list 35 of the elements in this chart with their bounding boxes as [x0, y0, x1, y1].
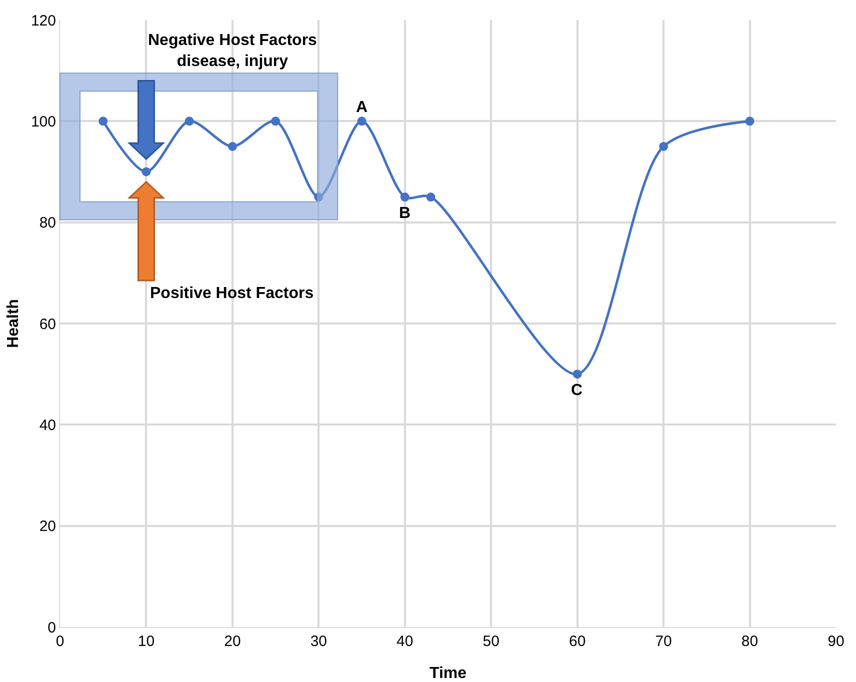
x-tick-label: 80	[741, 633, 758, 650]
annotation: A	[356, 99, 368, 116]
point	[98, 116, 108, 126]
point	[314, 192, 324, 202]
point	[357, 116, 366, 126]
annotation: Negative Host Factors disease, injury	[148, 32, 318, 70]
point	[426, 192, 436, 202]
point	[572, 370, 582, 379]
x-tick-label: 20	[224, 633, 241, 650]
y-tick-label: 20	[39, 518, 56, 536]
x-tick-label: 10	[138, 633, 155, 650]
annotation: B	[399, 205, 411, 222]
x-axis-title: Time	[429, 665, 467, 682]
x-tick-label: 40	[396, 633, 414, 650]
point	[271, 116, 280, 126]
point	[184, 116, 194, 126]
point	[659, 142, 668, 151]
x-tick-label: 30	[310, 633, 328, 650]
y-tick-label: 0	[48, 619, 56, 636]
annotation: Positive Host Factors	[150, 285, 314, 302]
y-axis-title: Health	[5, 299, 22, 348]
y-tick-label: 60	[39, 316, 56, 333]
x-tick-label: 70	[655, 633, 672, 650]
x-tick-label: 60	[568, 633, 586, 650]
y-tick-label: 80	[39, 214, 56, 232]
y-tick-label: 40	[39, 416, 56, 434]
y-tick-label: 100	[30, 113, 56, 130]
point	[745, 116, 754, 126]
x-tick-label: 90	[828, 633, 844, 650]
point	[400, 192, 410, 202]
x-tick-label: 50	[482, 633, 500, 650]
annotation: C	[571, 382, 583, 399]
y-tick-label: 120	[30, 12, 56, 30]
point	[228, 142, 237, 151]
point	[142, 167, 151, 176]
